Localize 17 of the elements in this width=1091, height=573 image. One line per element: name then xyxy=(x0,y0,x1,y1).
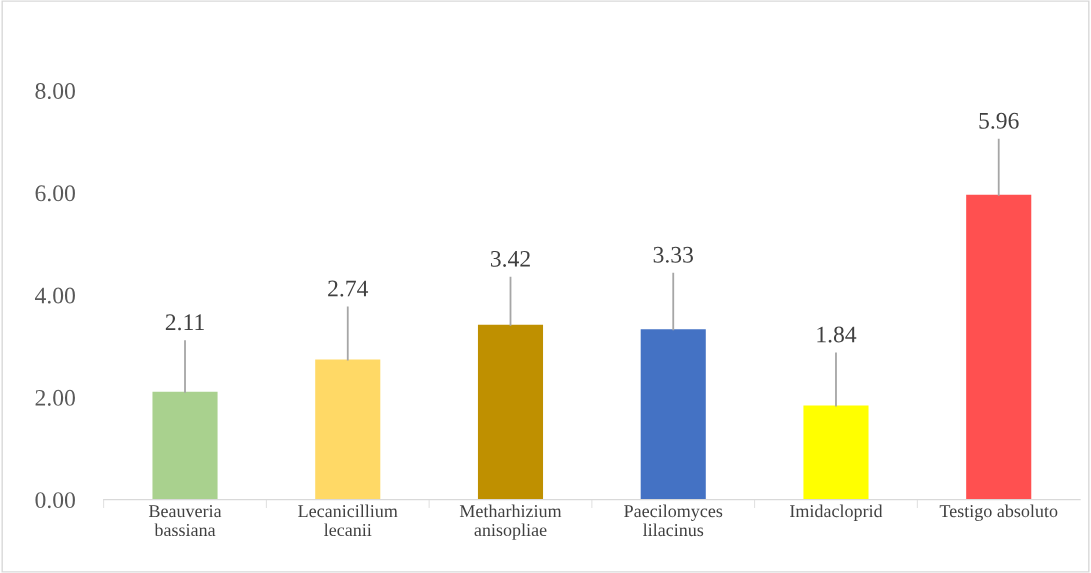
data-label: 1.84 xyxy=(817,326,857,343)
x-tick-label: Beauveria bassiana xyxy=(148,505,222,537)
data-label: 3.42 xyxy=(490,250,530,267)
x-tick-label: Paecilomyces lilacinus xyxy=(624,504,723,537)
y-tick-label: 4.00 xyxy=(35,287,75,304)
y-tick-label: 8.00 xyxy=(35,83,75,100)
x-tick-label: Testigo absoluto xyxy=(939,504,1058,521)
y-tick-label: 2.00 xyxy=(35,389,75,406)
data-label: 3.33 xyxy=(653,246,693,263)
data-label: 5.96 xyxy=(979,112,1019,129)
data-label: 2.74 xyxy=(328,280,369,297)
x-tick-label: Lecanicillium lecanii xyxy=(298,504,398,537)
x-tick-label: Imidacloprid xyxy=(790,504,883,521)
data-label: 2.11 xyxy=(165,314,204,331)
y-tick-label: 0.00 xyxy=(35,492,75,509)
y-tick-label: 6.00 xyxy=(35,185,75,202)
x-tick-label: Metharhizium anisopliae xyxy=(459,504,562,540)
